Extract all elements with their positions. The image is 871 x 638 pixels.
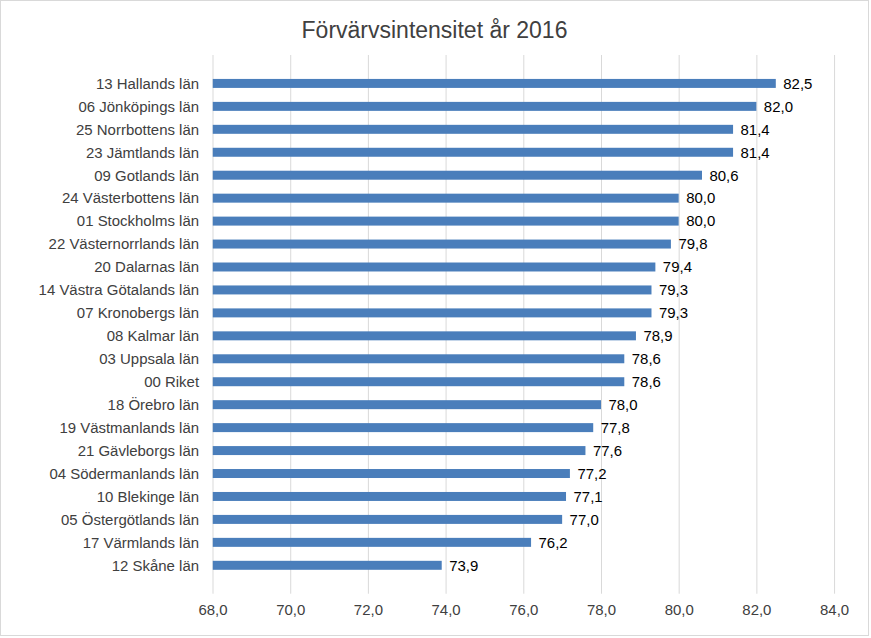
svg-text:68,0: 68,0 [198, 601, 227, 618]
svg-text:84,0: 84,0 [820, 601, 849, 618]
svg-text:03 Uppsala län: 03 Uppsala län [99, 350, 199, 367]
svg-text:79,3: 79,3 [659, 304, 688, 321]
svg-text:09 Gotlands län: 09 Gotlands län [94, 166, 199, 183]
svg-text:79,4: 79,4 [663, 258, 692, 275]
svg-text:20 Dalarnas län: 20 Dalarnas län [94, 258, 199, 275]
svg-text:17 Värmlands län: 17 Värmlands län [83, 534, 199, 551]
svg-text:78,9: 78,9 [643, 327, 672, 344]
svg-text:22 Västernorrlands län: 22 Västernorrlands län [49, 235, 199, 252]
svg-text:04 Södermanlands län: 04 Södermanlands län [49, 465, 199, 482]
svg-text:76,2: 76,2 [539, 534, 568, 551]
svg-text:74,0: 74,0 [432, 601, 461, 618]
svg-text:21 Gävleborgs län: 21 Gävleborgs län [78, 442, 199, 459]
svg-text:78,6: 78,6 [632, 373, 661, 390]
svg-text:23 Jämtlands län: 23 Jämtlands län [86, 144, 199, 161]
svg-text:82,5: 82,5 [783, 75, 812, 92]
svg-text:80,0: 80,0 [665, 601, 694, 618]
svg-text:77,6: 77,6 [593, 442, 622, 459]
svg-text:77,8: 77,8 [601, 419, 630, 436]
svg-text:72,0: 72,0 [354, 601, 383, 618]
svg-text:77,1: 77,1 [574, 488, 603, 505]
svg-text:10 Blekinge län: 10 Blekinge län [97, 488, 199, 505]
svg-text:78,0: 78,0 [608, 396, 637, 413]
svg-text:19 Västmanlands län: 19 Västmanlands län [59, 419, 199, 436]
svg-text:07 Kronobergs län: 07 Kronobergs län [77, 304, 199, 321]
svg-text:78,0: 78,0 [587, 601, 616, 618]
svg-text:80,0: 80,0 [686, 212, 715, 229]
svg-text:80,6: 80,6 [709, 166, 738, 183]
svg-text:01 Stockholms län: 01 Stockholms län [77, 212, 199, 229]
svg-text:24 Västerbottens län: 24 Västerbottens län [62, 189, 199, 206]
svg-text:78,6: 78,6 [632, 350, 661, 367]
svg-text:80,0: 80,0 [686, 189, 715, 206]
svg-text:82,0: 82,0 [742, 601, 771, 618]
svg-text:77,2: 77,2 [577, 465, 606, 482]
svg-text:13 Hallands län: 13 Hallands län [96, 75, 199, 92]
svg-text:08 Kalmar län: 08 Kalmar län [107, 327, 199, 344]
svg-text:81,4: 81,4 [741, 121, 770, 138]
svg-text:70,0: 70,0 [276, 601, 305, 618]
svg-text:77,0: 77,0 [570, 511, 599, 528]
svg-text:12 Skåne län: 12 Skåne län [112, 557, 199, 574]
svg-text:79,3: 79,3 [659, 281, 688, 298]
svg-text:05 Östergötlands län: 05 Östergötlands län [61, 511, 199, 528]
svg-text:81,4: 81,4 [741, 144, 770, 161]
svg-text:76,0: 76,0 [509, 601, 538, 618]
svg-text:82,0: 82,0 [764, 98, 793, 115]
svg-text:18 Örebro län: 18 Örebro län [108, 396, 199, 413]
svg-text:79,8: 79,8 [678, 235, 707, 252]
svg-text:73,9: 73,9 [449, 557, 478, 574]
html-text:Förvärvsintensitet år 2016: Förvärvsintensitet år 2016 [301, 17, 568, 43]
svg-text:25 Norrbottens län: 25 Norrbottens län [76, 121, 199, 138]
svg-text:14 Västra Götalands län: 14 Västra Götalands län [39, 281, 199, 298]
svg-text:00 Riket: 00 Riket [144, 373, 200, 390]
svg-text:06 Jönköpings län: 06 Jönköpings län [79, 98, 200, 115]
